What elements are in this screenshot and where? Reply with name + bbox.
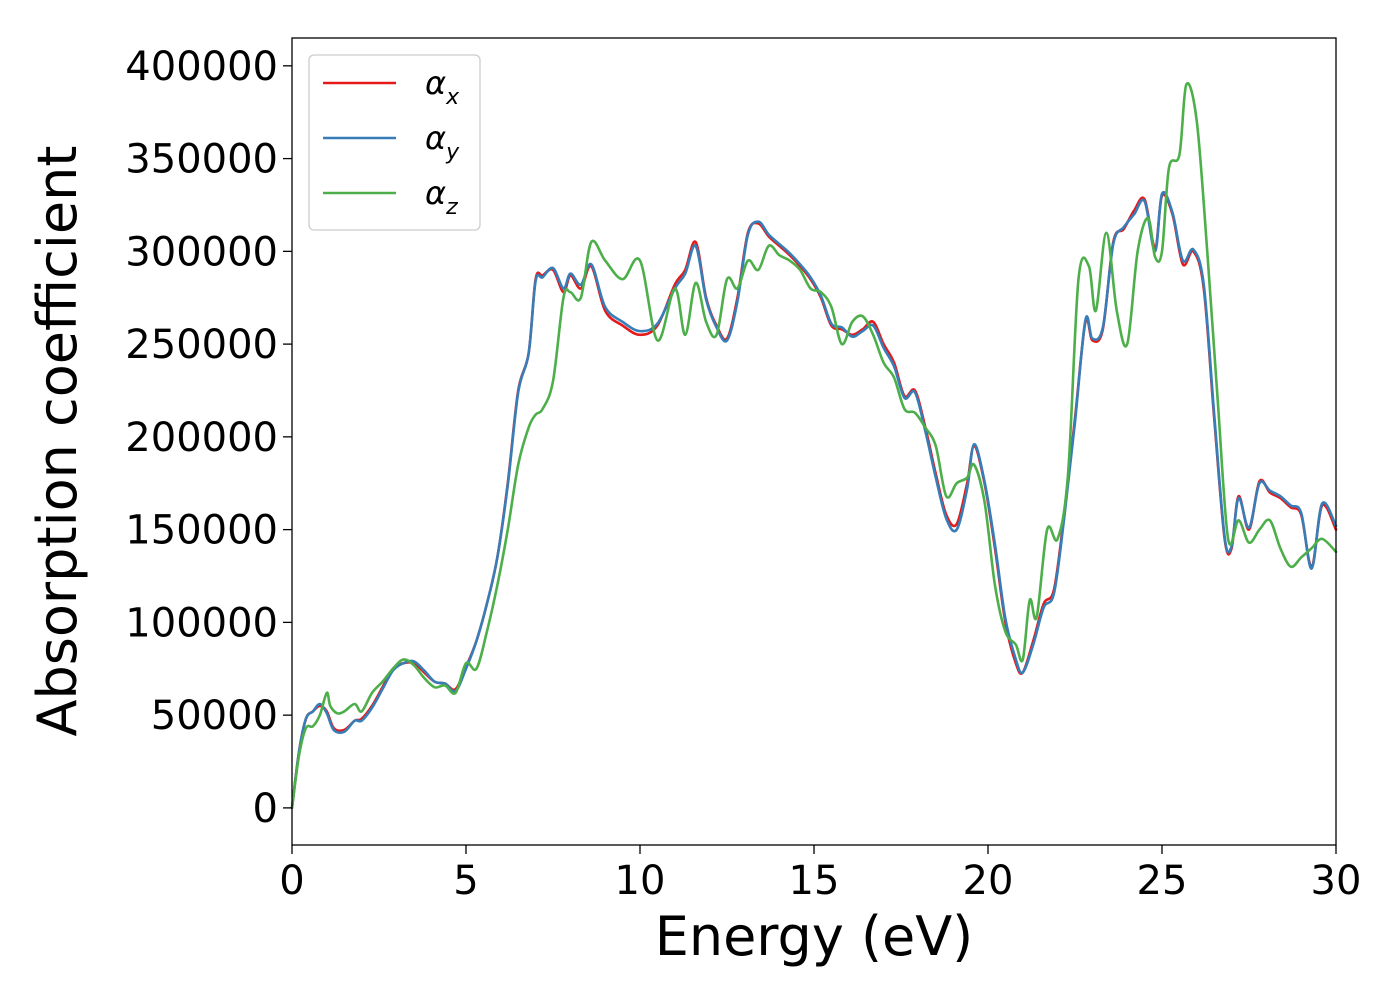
y-tick-label: 250000 (125, 322, 278, 368)
y-tick-label: 150000 (125, 508, 278, 554)
y-axis-label: Absorption coefficient (26, 146, 89, 737)
x-tick-label: 20 (963, 858, 1014, 904)
y-tick-label: 400000 (125, 44, 278, 90)
x-tick-label: 15 (789, 858, 840, 904)
y-tick-label: 350000 (125, 137, 278, 183)
y-axis-ticks: 0 50000 100000 150000 200000 250000 300000 3500… (125, 44, 292, 832)
y-tick-label: 200000 (125, 415, 278, 461)
y-tick-label: 300000 (125, 229, 278, 275)
y-tick-label: 100000 (125, 600, 278, 646)
y-tick-label: 50000 (151, 693, 278, 739)
x-tick-label: 5 (453, 858, 478, 904)
x-axis-ticks: 0 5 10 15 20 25 30 (279, 845, 1361, 904)
legend-box (308, 54, 481, 231)
x-tick-label: 30 (1311, 858, 1362, 904)
series-layer (290, 81, 1338, 810)
x-tick-label: 25 (1137, 858, 1188, 904)
y-tick-label: 0 (253, 786, 278, 832)
x-tick-label: 10 (615, 858, 666, 904)
x-axis-label: Energy (eV) (655, 905, 974, 968)
x-tick-label: 0 (279, 858, 304, 904)
series-line-z (290, 81, 1338, 810)
